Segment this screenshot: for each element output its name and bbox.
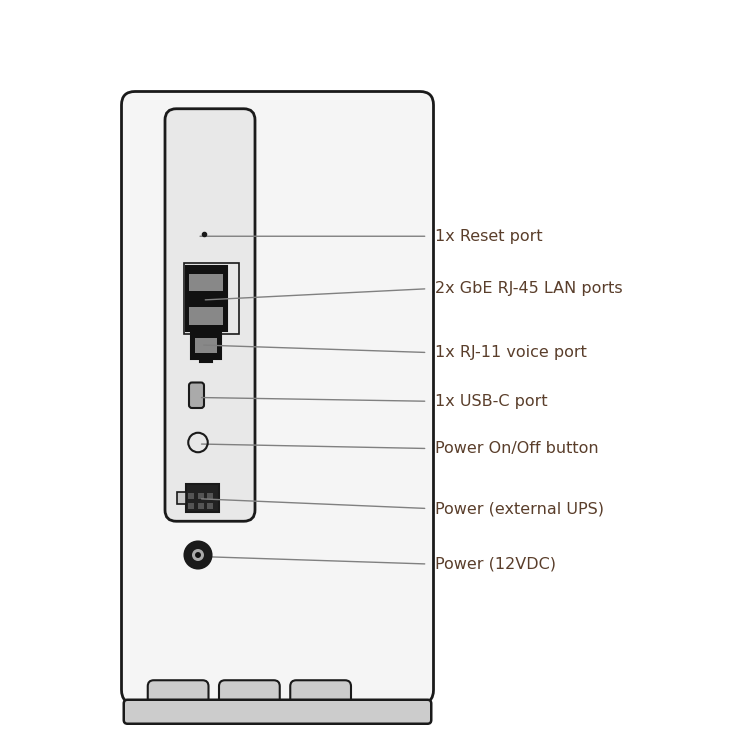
Bar xyxy=(185,484,219,512)
Bar xyxy=(176,492,185,504)
Bar xyxy=(197,493,203,499)
FancyBboxPatch shape xyxy=(148,680,208,715)
Text: 2x GbE RJ-45 LAN ports: 2x GbE RJ-45 LAN ports xyxy=(435,281,622,296)
Bar xyxy=(200,328,212,334)
Text: Power On/Off button: Power On/Off button xyxy=(435,441,598,456)
Circle shape xyxy=(196,553,200,557)
Text: Power (external UPS): Power (external UPS) xyxy=(435,501,604,516)
FancyBboxPatch shape xyxy=(165,109,255,521)
FancyBboxPatch shape xyxy=(290,680,351,715)
Text: Power (12VDC): Power (12VDC) xyxy=(435,556,556,572)
Bar xyxy=(188,493,194,499)
Text: 1x Reset port: 1x Reset port xyxy=(435,229,542,244)
Bar xyxy=(189,274,223,291)
Text: 1x USB-C port: 1x USB-C port xyxy=(435,394,548,409)
Bar xyxy=(207,493,213,499)
Bar xyxy=(207,503,213,509)
Bar xyxy=(185,299,226,331)
FancyBboxPatch shape xyxy=(122,92,433,704)
Bar xyxy=(184,262,238,334)
Bar xyxy=(197,503,203,509)
Bar xyxy=(200,356,212,362)
Bar xyxy=(188,503,194,509)
Bar xyxy=(200,295,212,301)
Bar xyxy=(191,332,221,358)
FancyBboxPatch shape xyxy=(189,382,204,408)
Bar xyxy=(185,266,226,297)
Bar xyxy=(195,338,217,352)
Circle shape xyxy=(184,542,211,568)
FancyBboxPatch shape xyxy=(219,680,280,715)
Bar xyxy=(189,308,223,325)
Text: 1x RJ-11 voice port: 1x RJ-11 voice port xyxy=(435,345,586,360)
FancyBboxPatch shape xyxy=(124,700,431,724)
Circle shape xyxy=(192,549,204,561)
